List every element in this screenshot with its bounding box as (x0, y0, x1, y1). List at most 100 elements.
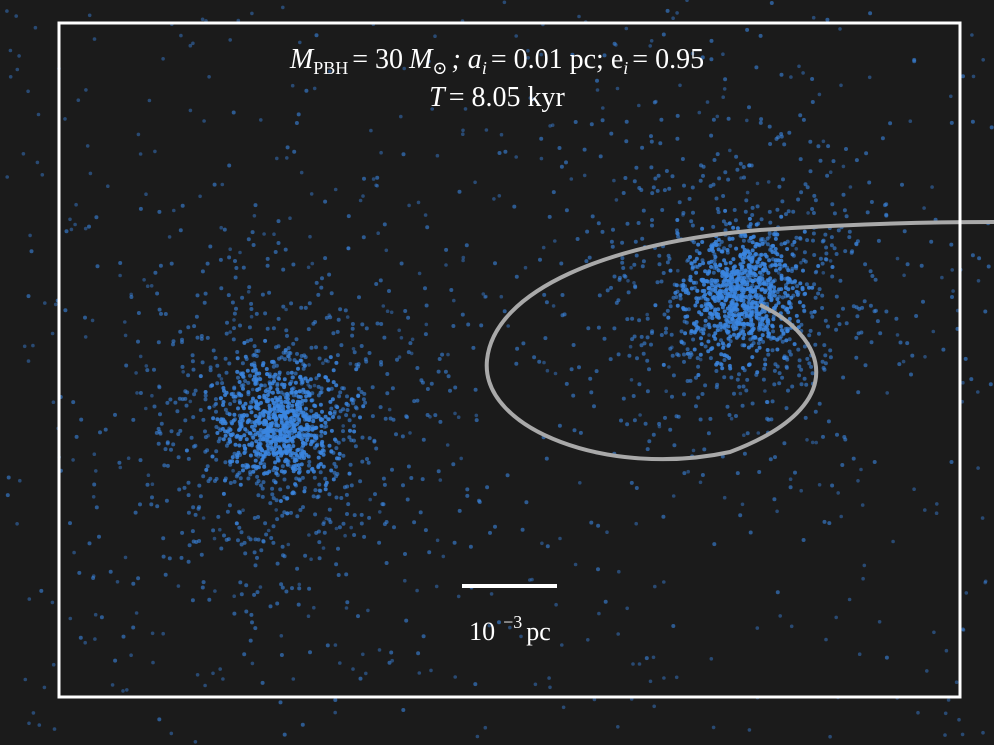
particle (759, 117, 764, 122)
particle (276, 403, 280, 408)
particle (248, 373, 252, 378)
particle (701, 173, 705, 178)
particle (311, 469, 316, 474)
particle (390, 658, 395, 663)
particle (602, 336, 607, 341)
particle (582, 173, 587, 178)
particle (359, 344, 364, 348)
particle (711, 249, 715, 253)
particle (721, 194, 726, 198)
particle (95, 264, 100, 269)
particle (777, 381, 782, 386)
particle (267, 403, 272, 408)
particle (232, 611, 237, 616)
particle (653, 584, 657, 589)
particle (695, 288, 700, 293)
particle (807, 285, 811, 290)
particle (705, 279, 710, 284)
particle (943, 733, 947, 737)
particle (298, 508, 303, 512)
particle (438, 478, 443, 482)
particle (672, 443, 677, 448)
particle (329, 428, 334, 433)
particle (352, 513, 357, 518)
particle (298, 375, 302, 380)
particle (106, 184, 110, 188)
particle (415, 398, 420, 403)
particle (298, 451, 303, 456)
particle (683, 331, 688, 336)
particle (268, 385, 273, 389)
particle (779, 324, 783, 329)
particle (648, 44, 652, 48)
particle (601, 106, 605, 110)
particle (237, 399, 242, 403)
particle (699, 336, 703, 341)
particle (74, 202, 78, 207)
particle (474, 413, 479, 418)
particle (799, 322, 804, 327)
particle (297, 478, 302, 483)
particle (334, 383, 339, 388)
particle (152, 367, 156, 372)
particle (719, 249, 724, 254)
particle (734, 414, 738, 418)
particle (276, 390, 281, 395)
particle (220, 182, 225, 187)
particle (145, 482, 150, 487)
particle (792, 280, 797, 285)
particle (862, 563, 867, 568)
particle (703, 344, 708, 349)
particle (345, 315, 350, 319)
particle (751, 341, 756, 346)
particle (138, 152, 143, 156)
particle (321, 464, 326, 469)
particle (361, 652, 365, 657)
particle (754, 309, 759, 314)
particle (290, 438, 294, 442)
particle (777, 262, 782, 267)
particle (709, 133, 714, 138)
particle (810, 314, 815, 319)
particle (245, 368, 250, 373)
particle (387, 289, 391, 293)
particle (274, 345, 278, 350)
subscript: ⊙ (432, 58, 447, 78)
particle (320, 439, 325, 444)
particle (228, 462, 233, 467)
particle (373, 492, 377, 497)
particle (514, 155, 518, 159)
particle (425, 225, 430, 230)
particle (775, 252, 780, 257)
particle (121, 634, 126, 639)
particle (346, 246, 351, 250)
particle (183, 389, 188, 394)
particle (707, 269, 712, 274)
particle (822, 343, 827, 348)
particle (15, 522, 19, 526)
particle (328, 315, 333, 320)
particle (300, 475, 305, 480)
particle (791, 209, 796, 214)
particle (430, 107, 435, 111)
particle (253, 405, 258, 409)
particle (287, 433, 292, 438)
particle (84, 88, 88, 92)
particle (657, 421, 662, 426)
particle (735, 167, 740, 172)
particle (704, 303, 708, 308)
particle (639, 343, 644, 348)
particle (620, 240, 625, 245)
particle (747, 297, 752, 302)
particle (801, 268, 805, 273)
particle (787, 349, 792, 354)
particle (779, 132, 784, 136)
particle (719, 239, 724, 244)
particle (296, 366, 300, 371)
particle (769, 298, 774, 303)
particle (303, 553, 308, 558)
particle (660, 208, 665, 212)
particle (346, 502, 351, 507)
particle (760, 276, 765, 281)
particle (203, 435, 208, 440)
